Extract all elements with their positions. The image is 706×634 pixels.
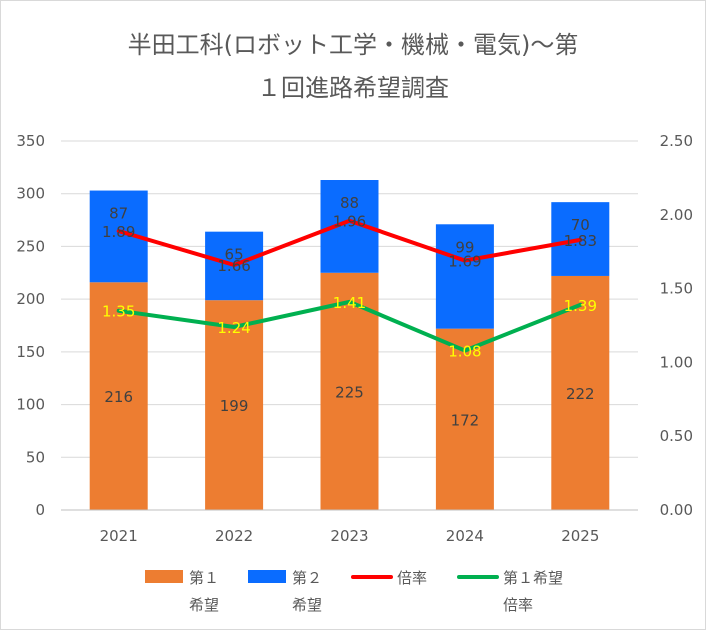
y-axis-right: 0.00 0.50 1.00 1.50 2.00 2.50	[660, 132, 693, 519]
bar-data-label: 87	[109, 205, 128, 223]
bar-data-label: 172	[451, 411, 480, 429]
legend-label: 第１希望	[503, 569, 563, 587]
y-right-tick-label: 0.00	[660, 501, 693, 519]
chart-title-line: 半田工科(ロボット工学・機械・電気)～第	[128, 31, 579, 59]
y-left-tick-label: 0	[35, 501, 45, 519]
line-data-label: 1.41	[333, 294, 366, 312]
legend-swatch	[145, 570, 183, 583]
line-data-label: 1.24	[217, 319, 250, 337]
legend-label: 倍率	[397, 569, 427, 587]
y-left-tick-label: 150	[16, 343, 45, 361]
line-data-label: 1.69	[448, 253, 481, 271]
line-data-label: 1.66	[217, 257, 250, 275]
y-left-tick-label: 300	[16, 185, 45, 203]
y-left-tick-label: 50	[26, 448, 45, 466]
y-left-tick-label: 350	[16, 132, 45, 150]
bar-data-label: 199	[220, 397, 249, 415]
bar-data-label: 222	[566, 385, 595, 403]
y-axis-left: 0 50 100 150 200 250 300 350	[16, 132, 45, 519]
legend-label: 希望	[292, 596, 322, 614]
line-data-label: 1.08	[448, 343, 481, 361]
x-tick-label: 2025	[561, 527, 599, 545]
bar-data-label: 216	[104, 388, 133, 406]
y-left-tick-label: 200	[16, 290, 45, 308]
bar-segment	[89, 282, 148, 510]
y-right-tick-label: 2.00	[660, 206, 693, 224]
legend-label: 倍率	[503, 596, 533, 614]
bar-segment	[205, 300, 264, 510]
bar-data-label: 65	[225, 246, 244, 264]
legend-label: 第１	[189, 569, 219, 587]
legend-label: 第２	[292, 569, 322, 587]
y-right-tick-label: 0.50	[660, 427, 693, 445]
bar-segment	[435, 224, 494, 329]
series-line	[116, 299, 583, 353]
line-data-label: 1.96	[333, 213, 366, 231]
bar-data-label: 88	[340, 194, 359, 212]
y-right-tick-label: 1.50	[660, 280, 693, 298]
x-tick-label: 2022	[215, 527, 253, 545]
line-data-label: 1.89	[102, 223, 135, 241]
x-axis: 2021 2022 2023 2024 2025	[61, 509, 638, 545]
bar-data-label: 99	[455, 238, 474, 256]
chart-title: 半田工科(ロボット工学・機械・電気)～第 １回進路希望調査	[128, 31, 579, 102]
line-data-label: 1.35	[102, 303, 135, 321]
line-data-label: 1.39	[564, 297, 597, 315]
y-left-tick-label: 250	[16, 237, 45, 255]
legend-swatch	[248, 570, 286, 583]
y-left-tick-label: 100	[16, 396, 45, 414]
bar-data-label: 70	[571, 216, 590, 234]
x-tick-label: 2023	[330, 527, 368, 545]
x-tick-label: 2021	[100, 527, 138, 545]
chart-title-line: １回進路希望調査	[257, 74, 449, 102]
legend-label: 希望	[189, 596, 219, 614]
bar-data-label: 225	[335, 383, 364, 401]
y-right-tick-label: 2.50	[660, 132, 693, 150]
lines	[116, 218, 583, 353]
data-labels: 216 87 199 65 225 88 172 99 222 70 1.89 1.66 1.96 1.6…	[102, 194, 597, 429]
bar-segment	[435, 328, 494, 510]
bar-segment	[551, 275, 610, 510]
bar-segment	[320, 272, 379, 510]
line-data-label: 1.83	[564, 232, 597, 250]
x-tick-label: 2024	[446, 527, 484, 545]
bars	[89, 180, 610, 510]
y-right-tick-label: 1.00	[660, 353, 693, 371]
series-line	[116, 218, 583, 267]
